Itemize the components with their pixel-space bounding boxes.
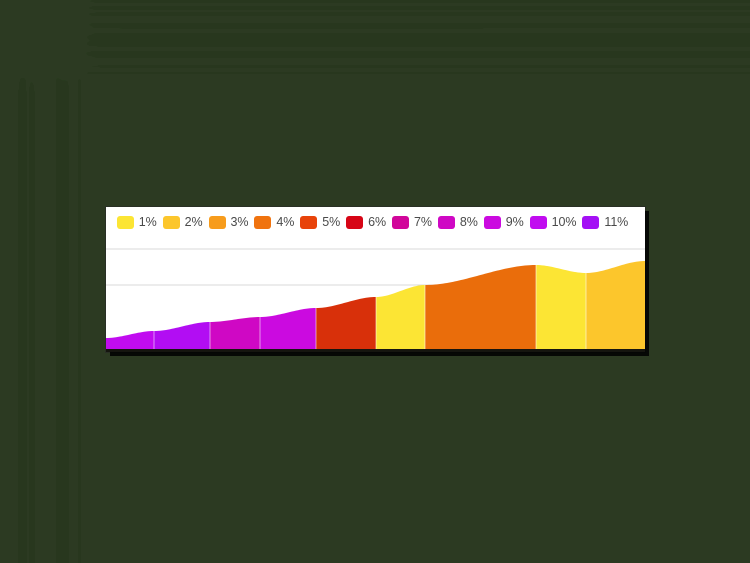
- legend-label: 11%: [604, 215, 629, 229]
- segment-dividers: [153, 265, 587, 352]
- legend-color-swatch: [208, 215, 226, 229]
- legend-label: 2%: [184, 215, 203, 229]
- legend-color-swatch: [116, 215, 134, 229]
- legend-label: 3%: [230, 215, 249, 229]
- legend-label: 6%: [368, 215, 387, 229]
- legend-label: 9%: [505, 215, 524, 229]
- profile-segment: [536, 265, 586, 352]
- legend-label: 4%: [276, 215, 295, 229]
- legend-item: 1%: [116, 215, 162, 229]
- legend-item: 3%: [208, 215, 254, 229]
- profile-segment: [586, 261, 645, 352]
- panel-bottom-rule: [106, 349, 645, 352]
- legend-item: 11%: [582, 215, 633, 229]
- legend-label: 7%: [414, 215, 432, 229]
- legend-item: 4%: [254, 215, 299, 229]
- profile-segment: [376, 285, 425, 352]
- legend-color-swatch: [483, 215, 501, 229]
- elevation-profile-panel[interactable]: 1% 2% 3% 4% 5% 6% 7% 8% 9% 10% 11%: [106, 207, 645, 352]
- legend-color-swatch: [582, 215, 600, 229]
- gradient-area-segments: [106, 261, 645, 352]
- legend-item: 9%: [483, 215, 529, 229]
- profile-segment: [260, 308, 316, 352]
- profile-segment: [425, 265, 536, 352]
- legend-item: 5%: [300, 215, 345, 229]
- legend-item: 6%: [346, 215, 391, 229]
- profile-segment: [316, 297, 376, 352]
- legend-item: 7%: [392, 215, 437, 229]
- elevation-profile-chart[interactable]: [106, 237, 645, 352]
- legend-color-swatch: [300, 215, 318, 229]
- legend-color-swatch: [437, 215, 455, 229]
- legend-label: 1%: [138, 215, 157, 229]
- profile-segment: [210, 317, 260, 352]
- legend-item: 10%: [529, 215, 582, 229]
- profile-segment: [106, 331, 154, 352]
- legend-label: 10%: [551, 215, 577, 229]
- legend-color-swatch: [392, 215, 410, 229]
- legend-label: 5%: [322, 215, 341, 229]
- legend-item: 8%: [437, 215, 483, 229]
- legend-color-swatch: [162, 215, 180, 229]
- elevation-profile-svg: [106, 248, 645, 352]
- legend-color-swatch: [529, 215, 547, 229]
- legend-color-swatch: [346, 215, 364, 229]
- profile-segment: [154, 322, 210, 352]
- legend-color-swatch: [254, 215, 272, 229]
- legend-item: 2%: [162, 215, 208, 229]
- gradient-legend: 1% 2% 3% 4% 5% 6% 7% 8% 9% 10% 11%: [106, 207, 645, 237]
- legend-label: 8%: [459, 215, 478, 229]
